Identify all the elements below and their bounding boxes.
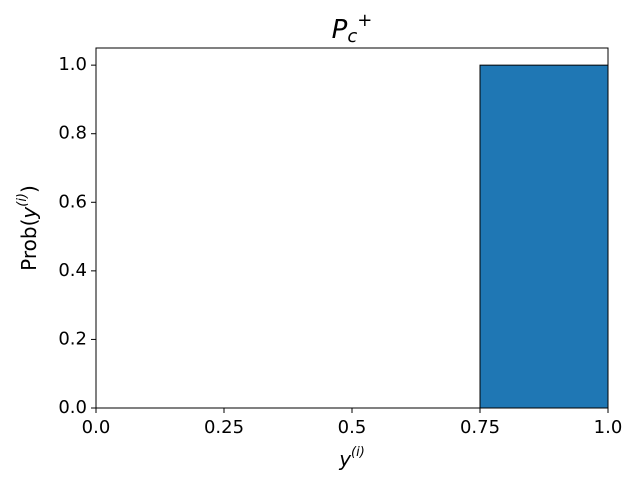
x-label-superscript: (i) <box>351 445 365 460</box>
y-label-prefix: Prob( <box>17 219 41 271</box>
x-axis-label: y(i) <box>338 445 365 471</box>
y-tick-label: 0.4 <box>58 260 87 281</box>
x-tick-label: 0.5 <box>338 417 367 438</box>
y-tick-label: 0.2 <box>58 328 87 349</box>
y-tick-label: 1.0 <box>58 54 87 75</box>
y-label-text: y <box>17 206 41 220</box>
y-tick-label: 0.6 <box>58 191 87 212</box>
x-label-text: y <box>338 447 352 471</box>
x-tick-label: 0.0 <box>82 417 111 438</box>
title-subscript: c <box>347 26 357 47</box>
title-superscript: + <box>357 10 372 31</box>
y-tick-label: 0.8 <box>58 123 87 144</box>
y-label-suffix: ) <box>17 185 41 193</box>
y-tick-label: 0.0 <box>58 397 87 418</box>
x-tick-label: 0.75 <box>460 417 500 438</box>
title-text: P <box>332 15 348 45</box>
y-label-superscript: (i) <box>15 193 30 207</box>
x-tick-label: 0.25 <box>204 417 244 438</box>
bar <box>479 64 609 409</box>
y-axis-label: Prob(y(i)) <box>15 185 41 271</box>
chart-title: Pc+ <box>332 10 373 47</box>
x-tick-label: 1.0 <box>594 417 623 438</box>
